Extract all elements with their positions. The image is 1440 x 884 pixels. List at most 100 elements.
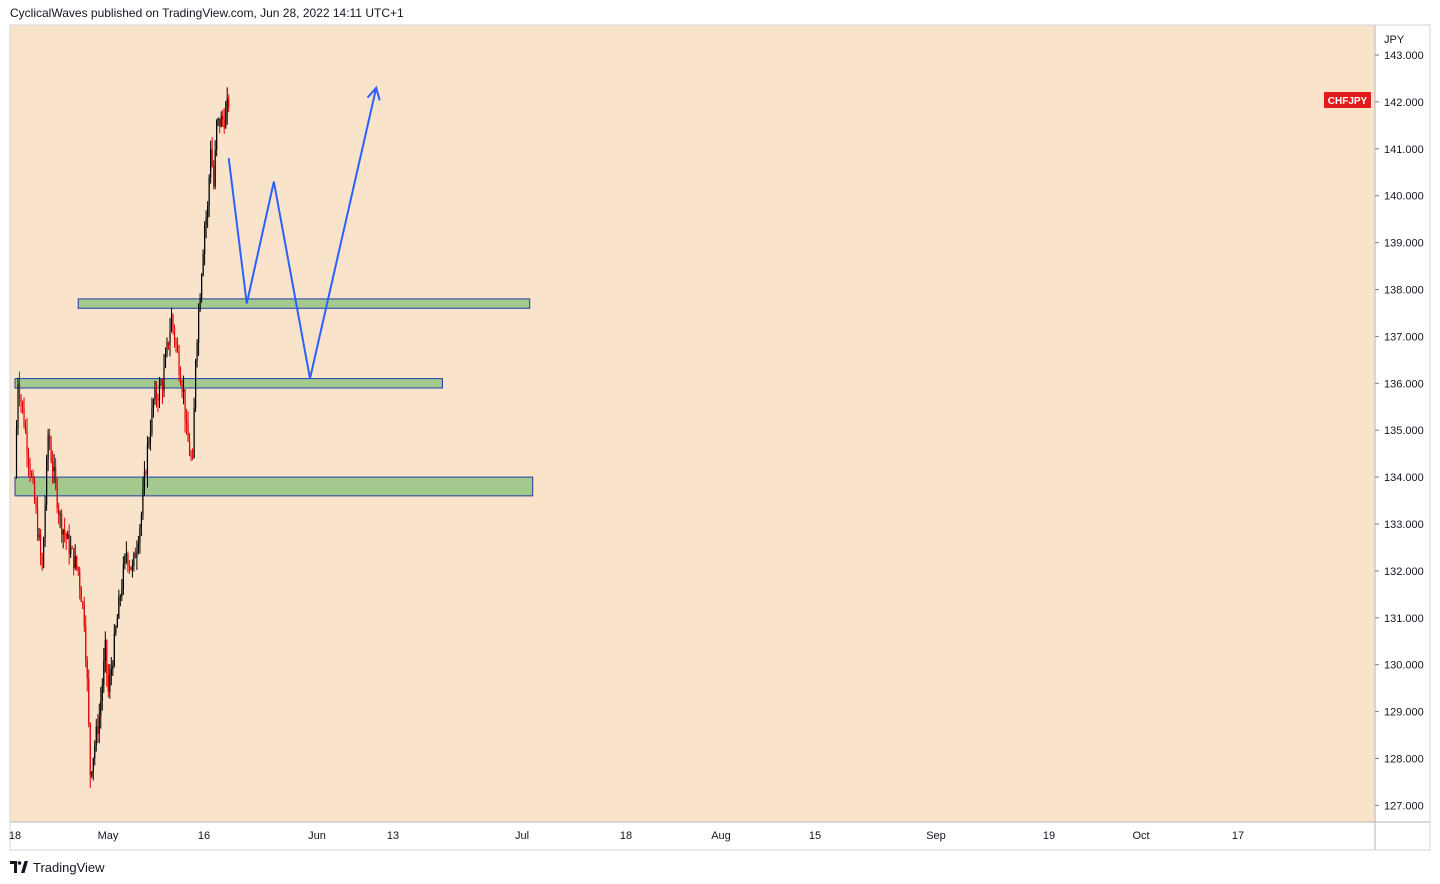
candle-body bbox=[142, 490, 144, 515]
candle-body bbox=[198, 310, 200, 343]
candle-body bbox=[191, 456, 194, 459]
candle-body bbox=[222, 115, 224, 120]
candle-body bbox=[112, 665, 114, 670]
candle-body bbox=[20, 398, 22, 402]
price-tick-label: 135.000 bbox=[1384, 425, 1424, 437]
candle-body bbox=[220, 115, 222, 127]
candle-body bbox=[128, 565, 130, 567]
candle-body bbox=[201, 275, 203, 299]
candle-body bbox=[166, 342, 168, 354]
symbol-badge: CHFJPY bbox=[1324, 92, 1371, 108]
candle-body bbox=[30, 474, 33, 476]
candle-body bbox=[44, 504, 46, 538]
price-tick-label: 131.000 bbox=[1384, 613, 1424, 625]
footer-brand[interactable]: TradingView bbox=[10, 857, 105, 877]
candle-body bbox=[64, 529, 66, 535]
support-zone bbox=[14, 476, 534, 497]
candle-body bbox=[208, 177, 210, 207]
candle-body bbox=[85, 626, 87, 662]
candle-body bbox=[170, 315, 173, 332]
symbol-badge-label: CHFJPY bbox=[1328, 96, 1368, 107]
price-axis-panel[interactable] bbox=[1375, 25, 1430, 822]
candle-body bbox=[139, 527, 141, 544]
candle-body bbox=[95, 726, 97, 746]
price-tick-label: 142.000 bbox=[1384, 97, 1424, 109]
time-tick-label: 18 bbox=[620, 830, 632, 842]
candle-body bbox=[55, 467, 57, 483]
candle-body bbox=[107, 672, 109, 692]
candle-body bbox=[155, 389, 158, 400]
time-tick-label: Jun bbox=[308, 830, 326, 842]
time-tick-label: 17 bbox=[1232, 830, 1244, 842]
candle-body bbox=[154, 389, 156, 401]
candle-body bbox=[65, 534, 67, 539]
candle-body bbox=[196, 342, 198, 361]
candle-body bbox=[74, 556, 76, 569]
price-tick-label: 138.000 bbox=[1384, 285, 1424, 297]
price-tick-label: 136.000 bbox=[1384, 378, 1424, 390]
candle-body bbox=[163, 366, 165, 391]
candle-body bbox=[121, 589, 123, 597]
candle-body bbox=[188, 441, 191, 456]
support-zone bbox=[14, 378, 443, 389]
candle-body bbox=[21, 401, 24, 407]
candle-body bbox=[50, 446, 52, 462]
time-tick-label: 13 bbox=[387, 830, 399, 842]
candle-body bbox=[172, 315, 174, 328]
candle-body bbox=[76, 556, 78, 568]
candle-body bbox=[124, 555, 126, 565]
price-tick-label: 137.000 bbox=[1384, 331, 1424, 343]
candle-body bbox=[110, 669, 112, 676]
candle-body bbox=[116, 618, 118, 628]
candle-body bbox=[104, 640, 106, 661]
candle-body bbox=[71, 547, 73, 549]
price-tick-label: 129.000 bbox=[1384, 707, 1424, 719]
time-axis-panel[interactable] bbox=[10, 822, 1430, 850]
candle-body bbox=[216, 120, 218, 150]
time-tick-label: May bbox=[98, 830, 119, 842]
candle-body bbox=[42, 537, 45, 568]
candle-body bbox=[80, 588, 82, 603]
candle-body bbox=[204, 225, 206, 254]
time-tick-label: Oct bbox=[1132, 830, 1149, 842]
time-tick-label: 18 bbox=[9, 830, 21, 842]
projection-path bbox=[227, 85, 381, 379]
price-tick-label: 132.000 bbox=[1384, 566, 1424, 578]
candle-body bbox=[32, 475, 34, 481]
tradingview-logo-icon bbox=[10, 861, 28, 873]
candle-body bbox=[127, 553, 129, 566]
candle-body bbox=[118, 596, 120, 619]
candle-body bbox=[181, 384, 183, 392]
time-tick-label: 16 bbox=[198, 830, 210, 842]
candle-body bbox=[49, 434, 51, 447]
candle-body bbox=[73, 548, 75, 569]
candle-body bbox=[56, 482, 58, 509]
candle-body bbox=[115, 627, 117, 634]
candle-body bbox=[157, 399, 159, 401]
candle-body bbox=[109, 675, 111, 692]
candle-body bbox=[23, 406, 25, 427]
candle-body bbox=[219, 118, 221, 127]
currency-label: JPY bbox=[1384, 34, 1405, 46]
candle-body bbox=[133, 553, 135, 566]
candle-body bbox=[67, 534, 69, 539]
candle-body bbox=[145, 472, 147, 475]
chart-outer-frame bbox=[9, 24, 1431, 851]
candle-body bbox=[225, 111, 227, 128]
candle-body bbox=[223, 119, 225, 128]
candle-body bbox=[106, 640, 108, 673]
candle-body bbox=[29, 463, 31, 475]
projection-line bbox=[227, 87, 378, 379]
candle-body bbox=[169, 331, 171, 345]
candle-body bbox=[47, 434, 49, 460]
candle-body bbox=[17, 384, 19, 429]
candle-body bbox=[79, 571, 81, 589]
candle-body bbox=[53, 467, 55, 472]
candle-body bbox=[158, 384, 161, 401]
candle-body bbox=[26, 431, 28, 454]
candle-body bbox=[36, 508, 39, 538]
candle-body bbox=[160, 384, 162, 386]
candle-body bbox=[205, 217, 207, 226]
candle-body bbox=[62, 529, 64, 535]
